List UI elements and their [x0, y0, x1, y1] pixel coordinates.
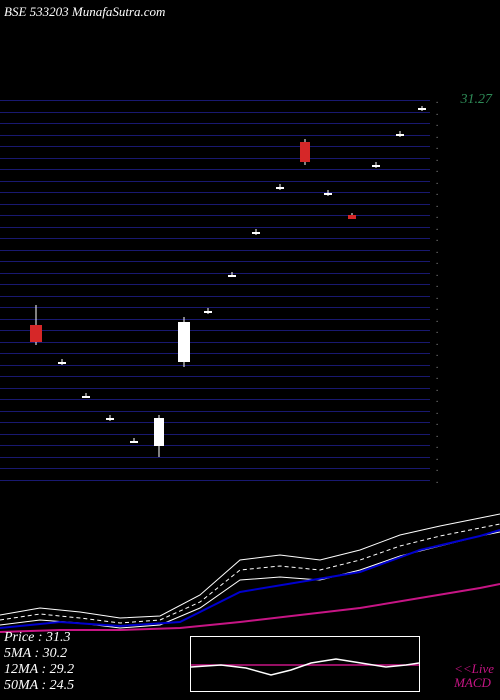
y-axis-label: .: [436, 222, 492, 232]
y-axis-label: .: [436, 348, 492, 358]
y-axis-label: .: [436, 325, 492, 335]
y-axis-label: .: [436, 164, 492, 174]
y-axis-label: .: [436, 429, 492, 439]
chart-container: BSE 533203 MunafaSutra.com 31.27 Price :…: [0, 0, 500, 700]
y-axis-label: .: [436, 406, 492, 416]
y-axis-label: .: [436, 440, 492, 450]
y-axis-label: .: [436, 383, 492, 393]
gridline: [0, 480, 430, 481]
info-box: Price : 31.35MA : 30.212MA : 29.250MA : …: [4, 630, 74, 694]
info-line: 50MA : 24.5: [4, 678, 74, 694]
y-axis-label: .: [436, 394, 492, 404]
candle: [82, 100, 90, 480]
macd-label-line2: MACD: [454, 676, 494, 690]
y-axis-label: .: [436, 452, 492, 462]
candle: [204, 100, 212, 480]
y-axis-label: .: [436, 210, 492, 220]
candle: [228, 100, 236, 480]
candle: [300, 100, 310, 480]
y-axis-label: .: [436, 95, 492, 105]
candle: [396, 100, 404, 480]
candle: [154, 100, 164, 480]
candlestick-area: [0, 100, 430, 480]
y-axis-label: .: [436, 153, 492, 163]
candle: [276, 100, 284, 480]
candle: [106, 100, 114, 480]
macd-label-line1: <<Live: [454, 662, 494, 676]
y-axis-label: .: [436, 233, 492, 243]
candle: [418, 100, 426, 480]
indicator-line: [0, 532, 500, 628]
indicator-line: [191, 659, 419, 675]
y-axis-label: .: [436, 360, 492, 370]
y-axis-label: .: [436, 199, 492, 209]
y-axis-label: .: [436, 371, 492, 381]
y-axis-label: .: [436, 314, 492, 324]
y-axis-label: .: [436, 475, 492, 485]
macd-inset: [190, 636, 420, 692]
indicator-line: [0, 524, 500, 623]
y-axis-label: .: [436, 176, 492, 186]
y-axis-label: .: [436, 302, 492, 312]
y-axis-label: .: [436, 291, 492, 301]
candle: [178, 100, 190, 480]
y-axis-label: .: [436, 245, 492, 255]
info-line: 5MA : 30.2: [4, 646, 74, 662]
candle: [252, 100, 260, 480]
candle: [58, 100, 66, 480]
y-axis-label: .: [436, 107, 492, 117]
indicator-area: [0, 500, 500, 640]
y-axis-label: .: [436, 187, 492, 197]
macd-lines: [191, 637, 419, 691]
candle: [372, 100, 380, 480]
y-axis-label: .: [436, 463, 492, 473]
chart-title: BSE 533203 MunafaSutra.com: [4, 4, 165, 20]
info-line: 12MA : 29.2: [4, 662, 74, 678]
info-line: Price : 31.3: [4, 630, 74, 646]
y-axis-label: .: [436, 417, 492, 427]
candle: [130, 100, 138, 480]
macd-label: <<Live MACD: [454, 662, 494, 690]
candle: [324, 100, 332, 480]
candle: [30, 100, 42, 480]
y-axis-label: .: [436, 118, 492, 128]
y-axis-label: .: [436, 256, 492, 266]
y-axis-label: .: [436, 279, 492, 289]
y-axis-label: .: [436, 337, 492, 347]
indicator-line: [0, 514, 500, 618]
indicator-lines: [0, 500, 500, 640]
y-axis-label: .: [436, 130, 492, 140]
y-axis-label: .: [436, 141, 492, 151]
y-axis-label: .: [436, 268, 492, 278]
candle: [348, 100, 356, 480]
